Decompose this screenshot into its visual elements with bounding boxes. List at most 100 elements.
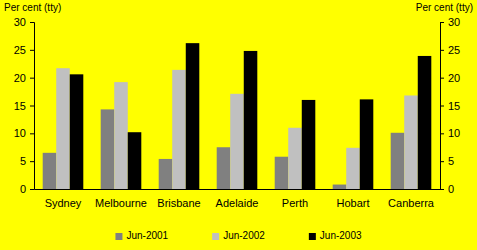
y2-axis: 0 5 10 15 20 25 30 — [440, 16, 460, 195]
legend-label: Jun-2002 — [223, 230, 265, 241]
series — [43, 109, 405, 189]
tick-label: 20 — [14, 72, 26, 84]
tick: 20 — [440, 72, 460, 84]
tick: 15 — [440, 100, 460, 112]
tick: Adelaide — [216, 197, 259, 209]
tick-label: Sydney — [45, 197, 82, 209]
bar — [114, 82, 128, 189]
tick: 20 — [14, 72, 34, 84]
y-axis: 0 5 10 15 20 25 30 — [14, 16, 35, 195]
tick-mark — [440, 78, 444, 79]
tick: 0 — [20, 183, 34, 195]
y-axis-title: Per cent (tty) — [4, 2, 61, 13]
y2-axis-title: Per cent (tty) — [416, 2, 473, 13]
bar — [70, 74, 84, 189]
tick-label: Canberra — [388, 197, 435, 209]
bar — [186, 43, 200, 189]
bars — [43, 43, 432, 189]
tick-mark — [30, 78, 34, 79]
legend-item: Jun-2001 — [115, 230, 168, 241]
tick: Brisbane — [157, 197, 200, 209]
bar — [101, 109, 115, 189]
bar — [302, 100, 316, 189]
series — [56, 68, 418, 189]
tick: Canberra — [388, 197, 435, 209]
tick: Sydney — [45, 197, 82, 209]
plot: 0 5 10 15 20 25 30 0 5 10 15 20 25 30 Sydney Melbourne B… — [14, 16, 461, 209]
axis-line — [35, 189, 441, 190]
bar — [346, 148, 360, 189]
legend-swatch — [212, 233, 219, 240]
chart: 0 5 10 15 20 25 30 0 5 10 15 20 25 30 Sydney Melbourne B… — [0, 0, 477, 250]
series — [70, 43, 432, 189]
tick-mark — [30, 133, 34, 134]
tick-mark — [440, 50, 444, 51]
bar — [43, 153, 57, 189]
tick: 10 — [14, 127, 34, 139]
bar — [360, 99, 374, 189]
legend-swatch — [309, 233, 316, 240]
tick: Melbourne — [95, 197, 147, 209]
tick: 25 — [14, 44, 34, 56]
legend-item: Jun-2003 — [309, 230, 362, 241]
tick: 30 — [14, 16, 34, 28]
legend-label: Jun-2001 — [126, 230, 168, 241]
bar — [172, 70, 186, 189]
tick-label: Perth — [282, 197, 308, 209]
tick-label: 15 — [448, 100, 460, 112]
legend-item: Jun-2002 — [212, 230, 265, 241]
tick: 5 — [20, 155, 34, 167]
tick-label: 0 — [448, 183, 454, 195]
bar — [230, 94, 244, 189]
tick-label: 25 — [448, 44, 460, 56]
tick-mark — [440, 161, 444, 162]
bar — [244, 51, 258, 189]
tick-label: Brisbane — [157, 197, 200, 209]
bar — [391, 133, 405, 189]
tick-mark — [30, 22, 34, 23]
bar — [56, 68, 70, 189]
tick-label: 20 — [448, 72, 460, 84]
tick-mark — [440, 22, 444, 23]
bar — [333, 185, 347, 189]
bar — [288, 128, 302, 189]
tick: 15 — [14, 100, 34, 112]
tick-label: 25 — [14, 44, 26, 56]
legend-label: Jun-2003 — [320, 230, 362, 241]
bar — [404, 95, 418, 189]
axis-line — [441, 23, 445, 190]
tick-mark — [30, 50, 34, 51]
tick-mark — [30, 106, 34, 107]
tick-label: 30 — [14, 16, 26, 28]
tick: 10 — [440, 127, 460, 139]
legend-swatch — [115, 233, 122, 240]
tick-label: Melbourne — [95, 197, 147, 209]
x-axis: Sydney Melbourne Brisbane Adelaide Perth Hoba… — [35, 190, 441, 209]
tick: 25 — [440, 44, 460, 56]
tick-label: 30 — [448, 16, 460, 28]
tick-mark — [440, 106, 444, 107]
tick-label: 10 — [14, 127, 26, 139]
tick-label: 5 — [20, 155, 26, 167]
tick-mark — [440, 189, 444, 190]
tick-label: 15 — [14, 100, 26, 112]
tick-label: Adelaide — [216, 197, 259, 209]
axis-line — [30, 23, 35, 190]
tick-label: 0 — [20, 183, 26, 195]
tick: Perth — [282, 197, 308, 209]
tick: 30 — [440, 16, 460, 28]
bar — [275, 157, 289, 189]
tick-label: 5 — [448, 155, 454, 167]
tick: 0 — [440, 183, 454, 195]
tick-mark — [440, 133, 444, 134]
tick-label: 10 — [448, 127, 460, 139]
bar — [128, 132, 142, 189]
legend: Jun-2001 Jun-2002 Jun-2003 — [115, 230, 362, 241]
tick-mark — [30, 161, 34, 162]
bar — [159, 159, 173, 189]
background — [0, 0, 477, 250]
bar — [217, 147, 231, 189]
bar — [418, 56, 432, 189]
tick-label: Hobart — [336, 197, 369, 209]
tick: 5 — [440, 155, 454, 167]
